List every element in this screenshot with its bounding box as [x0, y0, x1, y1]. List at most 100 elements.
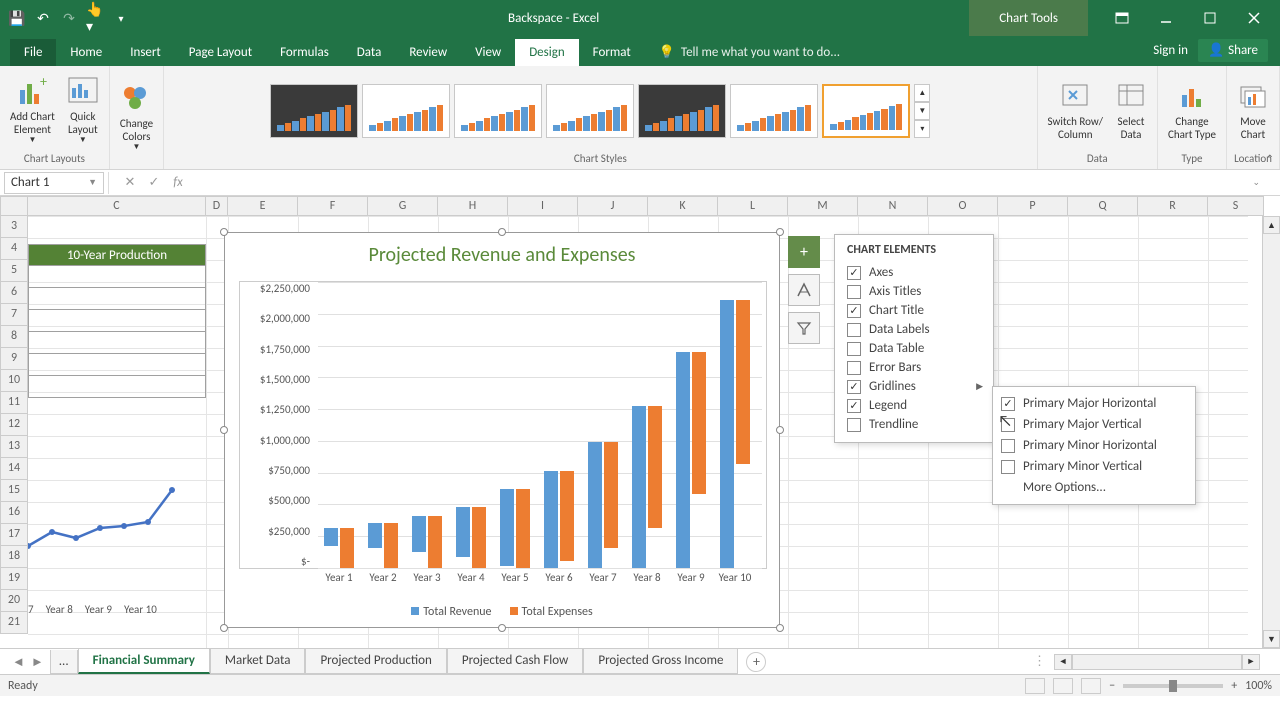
chart-legend[interactable]: Total Revenue Total Expenses — [225, 605, 779, 619]
gridlines-primary-minor-vertical[interactable]: Primary Minor Vertical — [1001, 456, 1187, 477]
normal-view-icon[interactable] — [1025, 678, 1045, 694]
change-chart-type-button[interactable]: Change Chart Type — [1164, 79, 1220, 143]
row-header[interactable]: 17 — [0, 524, 28, 546]
tab-data[interactable]: Data — [343, 39, 396, 66]
row-header[interactable]: 15 — [0, 480, 28, 502]
cell-10-year-production[interactable]: 10-Year Production — [28, 244, 206, 266]
column-header[interactable]: R — [1138, 196, 1208, 216]
row-header[interactable]: 6 — [0, 282, 28, 304]
column-header[interactable]: F — [298, 196, 368, 216]
row-header[interactable]: 18 — [0, 546, 28, 568]
zoom-slider[interactable] — [1123, 684, 1223, 688]
name-box[interactable]: Chart 1 ▼ — [4, 172, 104, 194]
tab-format[interactable]: Format — [579, 39, 645, 66]
row-header[interactable]: 19 — [0, 568, 28, 590]
quick-layout-button[interactable]: Quick Layout ▼ — [63, 74, 103, 148]
row-header[interactable]: 14 — [0, 458, 28, 480]
column-header[interactable]: P — [998, 196, 1068, 216]
row-header[interactable]: 10 — [0, 370, 28, 392]
tell-me[interactable]: 💡 Tell me what you want to do... — [645, 39, 854, 66]
touch-mode-icon[interactable]: 👆▾ — [86, 9, 104, 27]
zoom-in-icon[interactable]: + — [1231, 679, 1237, 693]
chart-style-7[interactable] — [822, 84, 910, 138]
chart-element-axes[interactable]: ✓Axes — [847, 263, 989, 282]
tab-view[interactable]: View — [461, 39, 515, 66]
chart-element-trendline[interactable]: Trendline — [847, 415, 989, 434]
maximize-icon[interactable] — [1196, 8, 1224, 28]
chart-element-axis-titles[interactable]: Axis Titles — [847, 282, 989, 301]
chart-element-legend[interactable]: ✓Legend — [847, 396, 989, 415]
sheet-tab-projected-production[interactable]: Projected Production — [305, 649, 446, 674]
plot-area[interactable]: $2,250,000$2,000,000$1,750,000$1,500,000… — [239, 281, 767, 569]
tab-page-layout[interactable]: Page Layout — [175, 39, 266, 66]
chart-element-error-bars[interactable]: Error Bars — [847, 358, 989, 377]
column-header[interactable]: D — [206, 196, 228, 216]
zoom-out-icon[interactable]: − — [1109, 679, 1115, 693]
column-header[interactable]: E — [228, 196, 298, 216]
row-header[interactable]: 4 — [0, 238, 28, 260]
row-header[interactable]: 20 — [0, 590, 28, 612]
tab-review[interactable]: Review — [395, 39, 461, 66]
sign-in[interactable]: Sign in — [1153, 43, 1188, 58]
chart-element-data-table[interactable]: Data Table — [847, 339, 989, 358]
column-header[interactable]: Q — [1068, 196, 1138, 216]
move-chart-button[interactable]: Move Chart — [1233, 79, 1273, 143]
column-header[interactable]: G — [368, 196, 438, 216]
undo-icon[interactable]: ↶ — [34, 9, 52, 27]
sheet-tab-ellipsis[interactable]: ... — [50, 650, 78, 674]
share-button[interactable]: 👤 Share — [1198, 39, 1268, 62]
gridlines-primary-major-horizontal[interactable]: ✓Primary Major Horizontal — [1001, 393, 1187, 414]
zoom-level[interactable]: 100% — [1245, 679, 1272, 693]
gridlines-primary-minor-horizontal[interactable]: Primary Minor Horizontal — [1001, 435, 1187, 456]
row-header[interactable]: 12 — [0, 414, 28, 436]
style-scroll-btn[interactable]: ▾ — [914, 120, 930, 138]
collapse-ribbon-icon[interactable]: ⌃ — [1266, 152, 1274, 165]
row-header[interactable]: 5 — [0, 260, 28, 282]
gridlines-primary-major-vertical[interactable]: Primary Major Vertical — [1001, 414, 1187, 435]
column-header[interactable]: J — [578, 196, 648, 216]
qat-customize-icon[interactable]: ▾ — [112, 9, 130, 27]
sheet-tab-financial-summary[interactable]: Financial Summary — [78, 649, 210, 674]
save-icon[interactable]: 💾 — [8, 9, 26, 27]
row-header[interactable]: 8 — [0, 326, 28, 348]
enter-formula-icon[interactable]: ✓ — [142, 172, 166, 194]
chart-element-chart-title[interactable]: ✓Chart Title — [847, 301, 989, 320]
switch-row-column-button[interactable]: Switch Row/ Column — [1044, 79, 1107, 143]
fx-icon[interactable]: fx — [166, 172, 190, 194]
column-header[interactable]: S — [1208, 196, 1264, 216]
row-header[interactable]: 21 — [0, 612, 28, 634]
column-header[interactable]: H — [438, 196, 508, 216]
vertical-scrollbar[interactable]: ▲ ▼ — [1262, 216, 1280, 648]
chart-style-4[interactable] — [546, 84, 634, 138]
row-header[interactable]: 9 — [0, 348, 28, 370]
tab-insert[interactable]: Insert — [116, 39, 175, 66]
row-header[interactable]: 7 — [0, 304, 28, 326]
column-header[interactable]: K — [648, 196, 718, 216]
page-break-view-icon[interactable] — [1081, 678, 1101, 694]
ribbon-options-icon[interactable] — [1108, 8, 1136, 28]
select-data-button[interactable]: Select Data — [1111, 79, 1151, 143]
change-colors-button[interactable]: Change Colors ▼ — [116, 81, 157, 155]
chart-title[interactable]: Projected Revenue and Expenses — [225, 233, 779, 273]
row-header[interactable]: 11 — [0, 392, 28, 414]
sheet-tab-market-data[interactable]: Market Data — [210, 649, 306, 674]
chart-element-gridlines[interactable]: ✓Gridlines▶ — [847, 377, 989, 396]
tab-file[interactable]: File — [10, 39, 56, 66]
column-header[interactable]: O — [928, 196, 998, 216]
sheet-tab-projected-cash-flow[interactable]: Projected Cash Flow — [447, 649, 584, 674]
chart-style-2[interactable] — [362, 84, 450, 138]
column-header[interactable]: I — [508, 196, 578, 216]
row-header[interactable]: 13 — [0, 436, 28, 458]
horizontal-scrollbar[interactable]: ⋮ ◄► — [1033, 654, 1280, 670]
sheet-nav-prev-icon[interactable]: ◄ — [12, 654, 25, 670]
minimize-icon[interactable] — [1152, 8, 1180, 28]
page-layout-view-icon[interactable] — [1053, 678, 1073, 694]
expand-formula-bar-icon[interactable]: ⌄ — [1252, 177, 1280, 188]
gridlines-more-options[interactable]: More Options... — [1001, 477, 1187, 498]
sheet-tab-projected-gross-income[interactable]: Projected Gross Income — [583, 649, 738, 674]
style-scroll-btn[interactable]: ▼ — [914, 102, 930, 120]
chart-style-6[interactable] — [730, 84, 818, 138]
sheet-nav-next-icon[interactable]: ► — [31, 654, 44, 670]
row-header[interactable]: 3 — [0, 216, 28, 238]
chart-style-3[interactable] — [454, 84, 542, 138]
